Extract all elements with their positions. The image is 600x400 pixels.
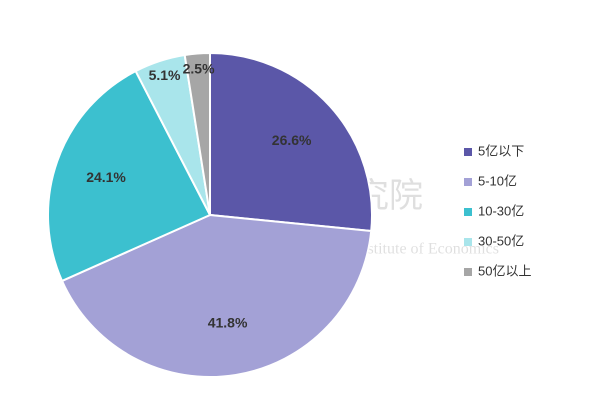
legend-swatch: [464, 208, 472, 216]
legend-label: 30-50亿: [478, 233, 524, 248]
legend-swatch: [464, 178, 472, 186]
legend-label: 5亿以下: [478, 143, 524, 158]
data-label: 26.6%: [272, 132, 312, 148]
legend-swatch: [464, 238, 472, 246]
data-label: 2.5%: [183, 60, 215, 76]
legend-label: 10-30亿: [478, 203, 524, 218]
pie-slice: [60, 213, 373, 378]
data-label: 24.1%: [86, 169, 126, 185]
legend-label: 5-10亿: [478, 173, 517, 188]
legend-swatch: [464, 268, 472, 276]
data-label: 41.8%: [208, 314, 248, 330]
legend-label: 50亿以上: [478, 263, 531, 278]
legend-swatch: [464, 148, 472, 156]
pie-slice: [183, 51, 211, 216]
pie-slice: [47, 69, 212, 283]
pie-slice: [209, 51, 373, 233]
data-label: 5.1%: [149, 67, 181, 83]
